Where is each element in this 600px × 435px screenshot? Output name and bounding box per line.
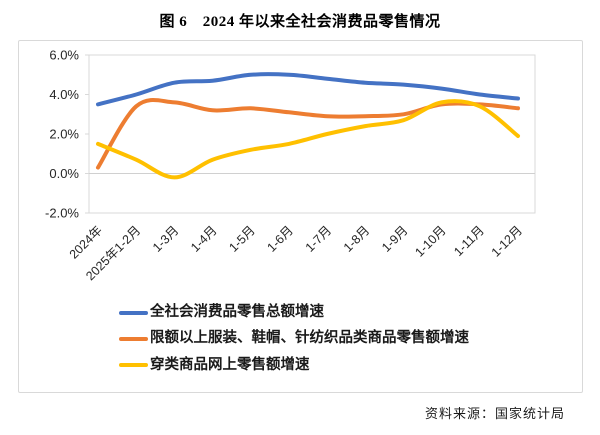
y-axis-tick-label: 4.0% xyxy=(49,87,79,102)
x-axis-tick-label: 1-9月 xyxy=(379,223,411,255)
legend-item-2: 穿类商品网上零售额增速 xyxy=(119,357,469,374)
x-axis-tick-label: 1-11月 xyxy=(451,223,487,259)
legend-swatch xyxy=(119,363,148,368)
y-axis-tick-label: 2.0% xyxy=(49,127,79,142)
source-note: 资料来源：国家统计局 xyxy=(424,406,565,421)
legend-label: 限额以上服装、鞋帽、针纺织品类商品零售额增速 xyxy=(150,330,469,347)
y-axis-tick-label: 6.0% xyxy=(49,48,79,63)
series-lines xyxy=(96,72,520,180)
y-axis-tick-label: 0.0% xyxy=(49,166,79,181)
legend-label: 穿类商品网上零售额增速 xyxy=(150,356,310,373)
series-line-2 xyxy=(96,99,520,180)
y-axis-ticks xyxy=(85,54,89,214)
legend-swatch xyxy=(119,337,148,342)
x-axis-tick-label: 1-12月 xyxy=(489,223,525,259)
chart-title: 图 6 2024 年以来全社会消费品零售情况 xyxy=(159,14,441,30)
legend-label: 全社会消费品零售总额增速 xyxy=(150,304,324,320)
x-axis-tick-label: 1-4月 xyxy=(188,223,220,255)
legend: 全社会消费品零售总额增速限额以上服装、鞋帽、针纺织品类商品零售额增速 穿类商品网上… xyxy=(119,304,469,374)
series-line-0 xyxy=(96,72,520,107)
x-axis-tick-label: 1-6月 xyxy=(265,223,297,255)
y-axis-tick-labels: 6.0% 4.0% 2.0% 0.0% -2.0% xyxy=(45,48,79,221)
x-axis-tick-label: 1-8月 xyxy=(341,223,373,255)
legend-item-0: 全社会消费品零售总额增速 xyxy=(119,304,469,321)
legend-item-1: 限额以上服装、鞋帽、针纺织品类商品零售额增速 xyxy=(119,330,469,347)
series-line-1 xyxy=(96,98,520,170)
x-axis-tick-label: 1-7月 xyxy=(303,223,335,255)
x-axis-tick-label: 2024年 xyxy=(67,223,105,261)
y-axis-tick-label: -2.0% xyxy=(45,206,79,221)
legend-swatch xyxy=(119,310,148,315)
x-axis-tick-label: 1-10月 xyxy=(412,223,448,259)
chart: 6.0% 4.0% 2.0% 0.0% -2.0% 2024年 2025年1-2月 1-3月… xyxy=(18,40,583,393)
x-axis-tick-label: 1-5月 xyxy=(226,223,258,255)
x-axis-tick-label: 1-3月 xyxy=(150,223,182,255)
